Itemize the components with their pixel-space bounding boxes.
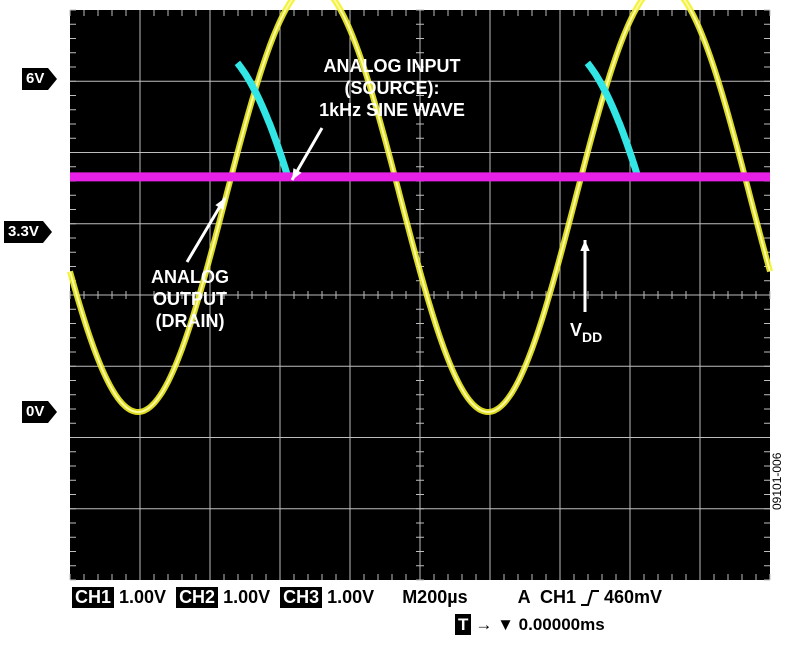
annotation-analog-output-line: OUTPUT bbox=[153, 289, 227, 309]
level-marker-3v3: 3.3V bbox=[4, 220, 52, 244]
level-0v-label: 0V bbox=[22, 401, 49, 423]
annotation-analog-input: ANALOG INPUT (SOURCE): 1kHz SINE WAVE bbox=[319, 56, 465, 120]
annotation-analog-output-line: ANALOG bbox=[151, 267, 229, 287]
annotation-analog-input-line: (SOURCE): bbox=[345, 78, 440, 98]
level-3v3-label: 3.3V bbox=[4, 221, 43, 243]
trigger-source: A CH1 bbox=[517, 587, 576, 607]
ch3-scale: 1.00V bbox=[327, 587, 375, 607]
ch1-badge: CH1 bbox=[72, 587, 115, 608]
graticule bbox=[69, 9, 771, 581]
annotation-output-arrow-head bbox=[215, 198, 225, 210]
annotation-analog-output-line: (DRAIN) bbox=[156, 311, 225, 331]
channel-readout: CH1 1.00V CH2 1.00V CH3 1.00V M200µs A C… bbox=[72, 587, 662, 608]
ch3-badge: CH3 bbox=[280, 587, 323, 608]
traces bbox=[67, 0, 773, 416]
trigger-offset-row: T → ▼ 0.00000ms bbox=[455, 614, 605, 635]
level-pointer-icon bbox=[48, 68, 58, 90]
annotation-analog-output: ANALOG OUTPUT (DRAIN) bbox=[151, 267, 229, 331]
annotation-analog-input-line: 1kHz SINE WAVE bbox=[319, 100, 465, 120]
level-marker-6v: 6V bbox=[22, 67, 58, 91]
level-marker-0v: 0V bbox=[22, 400, 58, 424]
figure-id: 09101-006 bbox=[770, 452, 784, 510]
level-6v-label: 6V bbox=[22, 68, 49, 90]
level-pointer-icon bbox=[42, 221, 52, 243]
annotation-input-arrow-head bbox=[292, 168, 302, 180]
ch2-scale: 1.00V bbox=[223, 587, 271, 607]
annotation-output-arrow bbox=[185, 197, 227, 263]
trigger-t-badge: T bbox=[455, 614, 472, 635]
trigger-level: 460mV bbox=[603, 587, 662, 607]
annotations: ANALOG INPUT (SOURCE): 1kHz SINE WAVEANALO… bbox=[151, 56, 602, 345]
series-input-sine-core bbox=[69, 0, 771, 414]
trigger-offset: → ▼ 0.00000ms bbox=[475, 614, 605, 634]
annotation-vdd-arrow-head bbox=[580, 240, 590, 252]
annotation-vdd-sub: DD bbox=[582, 329, 602, 345]
series-output-drain bbox=[234, 60, 642, 178]
level-pointer-icon bbox=[48, 401, 58, 423]
ch2-badge: CH2 bbox=[176, 587, 219, 608]
timebase: M200µs bbox=[402, 587, 468, 607]
annotation-analog-input-line: ANALOG INPUT bbox=[324, 56, 461, 76]
rising-edge-icon bbox=[580, 589, 599, 606]
ch1-scale: 1.00V bbox=[119, 587, 167, 607]
